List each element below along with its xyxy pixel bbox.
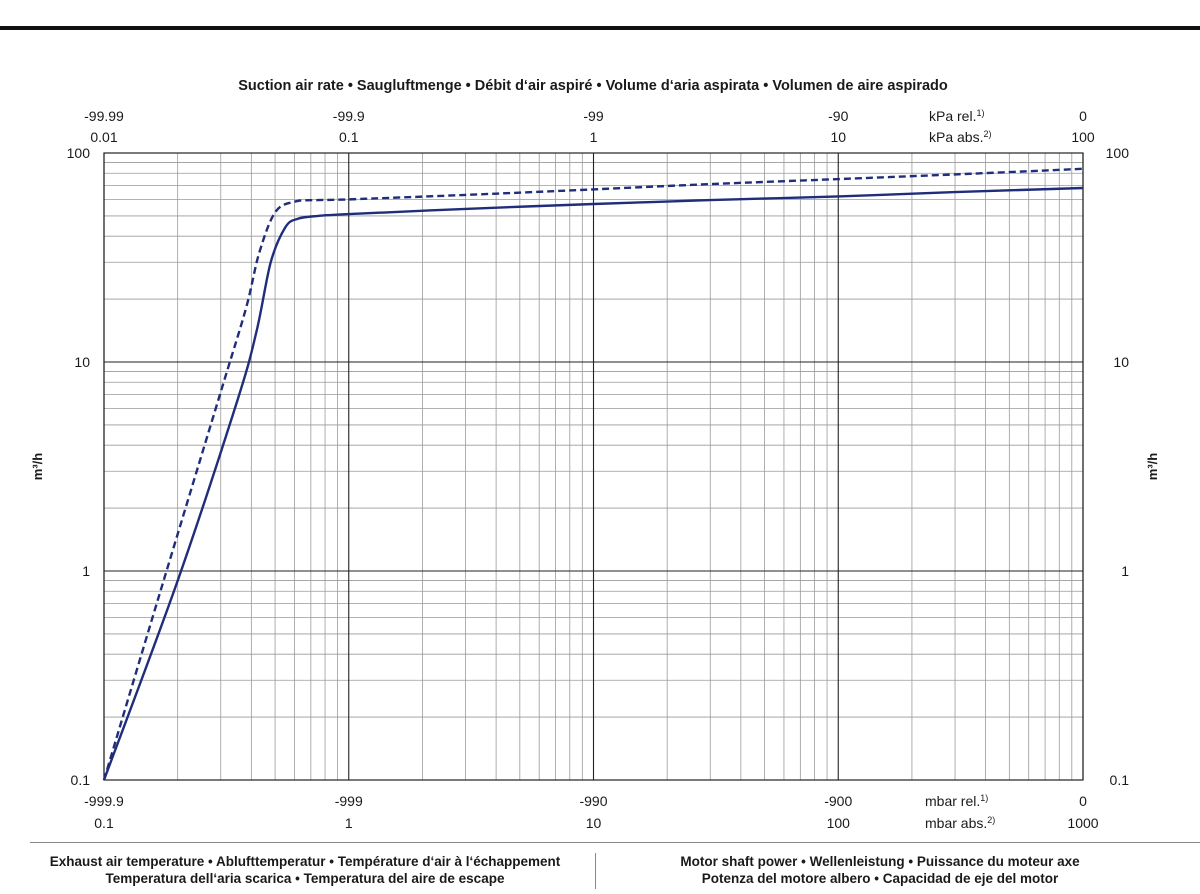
x-top-rel-tick-label: 0 (1079, 108, 1087, 124)
x-top-unit-abs-text: kPa abs. (929, 129, 983, 145)
footer-divider (595, 853, 596, 889)
x-bottom-abs-tick-label: 0.1 (94, 815, 114, 831)
series-line-solid (102, 186, 1084, 781)
x-bottom-rel-tick-label: -990 (579, 793, 607, 809)
y-tick-label-left: 100 (67, 145, 91, 161)
footer-motor-shaft-power[interactable]: Motor shaft power • Wellenleistung • Pui… (600, 853, 1160, 887)
y-tick-label-left: 1 (82, 563, 90, 579)
x-bottom-abs-tick-label: 10 (586, 815, 602, 831)
x-bottom-unit-abs-text: mbar abs. (925, 815, 987, 831)
x-bottom-rel-tick-label: 0 (1079, 793, 1087, 809)
x-top-rel-tick-label: -90 (828, 108, 848, 124)
plot-frame (103, 152, 1084, 781)
x-bottom-rel-tick-label: -999 (335, 793, 363, 809)
x-bottom-unit-rel: mbar rel.1) (925, 793, 988, 809)
chart-title: Suction air rate • Saugluftmenge • Débit… (238, 78, 948, 94)
x-bottom-abs-tick-label: 1 (345, 815, 353, 831)
x-bottom-rel-tick-label: -999.9 (84, 793, 124, 809)
y-tick-label-right: 100 (1106, 145, 1130, 161)
y-tick-label-left: 10 (74, 354, 90, 370)
y-tick-label-right: 0.1 (1110, 772, 1130, 788)
y-axis-label-right: m³/h (1145, 453, 1160, 481)
x-bottom-abs-tick-label: 1000 (1067, 815, 1098, 831)
x-top-abs-tick-label: 10 (830, 129, 846, 145)
x-bottom-unit-abs: mbar abs.2) (925, 815, 995, 831)
y-axis-label-left: m³/h (30, 453, 45, 481)
x-top-abs-tick-label: 0.1 (339, 129, 359, 145)
series-line-dashed (102, 167, 1084, 781)
x-top-unit-rel-text: kPa rel. (929, 108, 976, 124)
footer-right-line1: Motor shaft power • Wellenleistung • Pui… (680, 854, 1080, 869)
x-bottom-abs-tick-label: 100 (827, 815, 851, 831)
y-tick-label-right: 1 (1121, 563, 1129, 579)
x-top-abs-tick-label: 100 (1071, 129, 1095, 145)
x-top-rel-tick-label: -99 (583, 108, 603, 124)
x-bottom-unit-abs-superscript: 2) (987, 815, 995, 825)
footer-exhaust-air-temperature[interactable]: Exhaust air temperature • Ablufttemperat… (20, 853, 590, 887)
footer-left-line2: Temperatura dell‘aria scarica • Temperat… (105, 871, 505, 886)
footer-right-line2: Potenza del motore albero • Capacidad de… (701, 871, 1059, 886)
x-top-unit-abs-superscript: 2) (983, 129, 991, 139)
x-top-rel-tick-label: -99.99 (84, 108, 124, 124)
x-top-abs-tick-label: 1 (590, 129, 598, 145)
y-tick-label-right: 10 (1113, 354, 1129, 370)
x-top-unit-rel: kPa rel.1) (929, 108, 984, 124)
top-rule (0, 26, 1200, 30)
x-top-rel-tick-label: -99.9 (333, 108, 365, 124)
x-top-abs-tick-label: 0.01 (90, 129, 117, 145)
x-bottom-unit-rel-superscript: 1) (980, 793, 988, 803)
footer-rule (30, 842, 1200, 843)
x-top-unit-abs: kPa abs.2) (929, 129, 992, 145)
x-bottom-rel-tick-label: -900 (824, 793, 852, 809)
x-top-unit-rel-superscript: 1) (976, 108, 984, 118)
x-bottom-unit-rel-text: mbar rel. (925, 793, 980, 809)
y-tick-label-left: 0.1 (71, 772, 91, 788)
footer-left-line1: Exhaust air temperature • Ablufttemperat… (49, 854, 561, 869)
